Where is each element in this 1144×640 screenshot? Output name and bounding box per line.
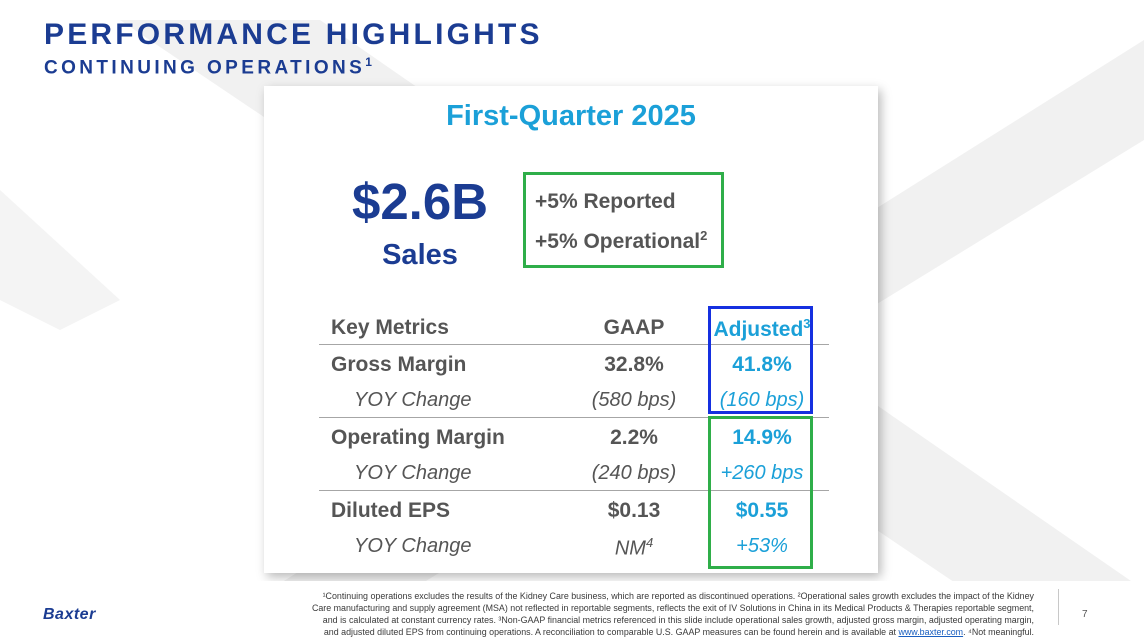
metrics-header-row: Key Metrics GAAP Adjusted3 — [319, 306, 829, 345]
metric-gaap-value: 32.8% — [604, 353, 664, 376]
metric-gaap-value: $0.13 — [607, 499, 661, 522]
yoy-label: YOY Change — [354, 462, 472, 484]
header-adjusted-text: Adjusted — [713, 318, 804, 341]
metric-adjusted-value: 41.8% — [732, 353, 792, 376]
page-subtitle-footnote: 1 — [365, 55, 372, 69]
metric-row-operating-margin: Operating Margin 2.2% 14.9% — [319, 417, 829, 454]
header-gaap: GAAP — [603, 316, 665, 339]
metric-label: Operating Margin — [331, 426, 505, 449]
card-title: First-Quarter 2025 — [446, 100, 696, 132]
metric-adjusted-value: 14.9% — [732, 426, 792, 449]
sales-growth-box: +5% Reported +5% Operational2 — [523, 172, 724, 268]
growth-reported: +5% Reported — [535, 190, 676, 213]
yoy-gaap-value: (580 bps) — [591, 389, 677, 411]
footnotes: ¹Continuing operations excludes the resu… — [170, 590, 1034, 638]
adjusted-highlight-box — [708, 416, 813, 569]
sales-value: $2.6B — [351, 173, 489, 230]
footer: Baxter ¹Continuing operations excludes t… — [0, 581, 1144, 640]
metric-gaap-value: 2.2% — [610, 426, 658, 449]
gross-margin-highlight-box — [708, 306, 813, 414]
metric-yoy-row-gross-margin: YOY Change (580 bps) (160 bps) — [319, 381, 829, 417]
header-adjusted-footnote: 3 — [803, 316, 811, 331]
yoy-label: YOY Change — [354, 389, 472, 411]
growth-operational-text: +5% Operational — [535, 230, 701, 253]
header-key-metrics: Key Metrics — [331, 316, 449, 339]
metric-row-diluted-eps: Diluted EPS $0.13 $0.55 — [319, 490, 829, 527]
metric-adjusted-value: $0.55 — [735, 499, 789, 522]
footnote-line: and is calculated at constant currency r… — [322, 615, 1034, 625]
page-title: PERFORMANCE HIGHLIGHTS — [44, 18, 543, 51]
baxter-website-link[interactable]: www.baxter.com — [898, 627, 964, 637]
yoy-gaap-footnote: 4 — [645, 535, 654, 550]
metric-label: Gross Margin — [331, 353, 467, 376]
sales-label: Sales — [382, 239, 458, 271]
yoy-adjusted-value: +53% — [736, 535, 788, 557]
metric-yoy-row-operating-margin: YOY Change (240 bps) +260 bps — [319, 454, 829, 490]
metric-label: Diluted EPS — [331, 499, 451, 522]
header-adjusted: Adjusted3 — [707, 316, 817, 342]
footnote-text-end: . ⁴Not meaningful. — [963, 627, 1034, 637]
page-number: 7 — [1082, 609, 1088, 620]
growth-operational: +5% Operational2 — [535, 228, 707, 254]
footer-divider — [1058, 589, 1059, 625]
footnote-line: ¹Continuing operations excludes the resu… — [322, 591, 1034, 601]
yoy-gaap-value: (240 bps) — [591, 462, 677, 484]
key-metrics-table: Key Metrics GAAP Adjusted3 Gross Margin … — [319, 306, 829, 563]
highlights-card: First-Quarter 2025 $2.6B Sales +5% Repor… — [264, 86, 878, 573]
yoy-gaap-value: NM4 — [569, 535, 699, 561]
page-subtitle-text: CONTINUING OPERATIONS — [44, 57, 366, 79]
metric-yoy-row-diluted-eps: YOY Change NM4 +53% — [319, 527, 829, 563]
footnote-line-last: and adjusted diluted EPS from continuing… — [170, 626, 1034, 638]
metric-row-gross-margin: Gross Margin 32.8% 41.8% — [319, 345, 829, 381]
yoy-label: YOY Change — [354, 535, 472, 557]
page-subtitle: CONTINUING OPERATIONS1 — [44, 55, 372, 79]
footnote-line: Care manufacturing and supply agreement … — [311, 603, 1034, 613]
footnote-text: and adjusted diluted EPS from continuing… — [323, 627, 896, 637]
yoy-adjusted-value: +260 bps — [720, 462, 804, 484]
baxter-logo: Baxter — [43, 606, 96, 623]
yoy-adjusted-value: (160 bps) — [719, 389, 805, 411]
yoy-gaap-value-text: NM — [614, 537, 646, 560]
growth-operational-footnote: 2 — [700, 228, 708, 243]
